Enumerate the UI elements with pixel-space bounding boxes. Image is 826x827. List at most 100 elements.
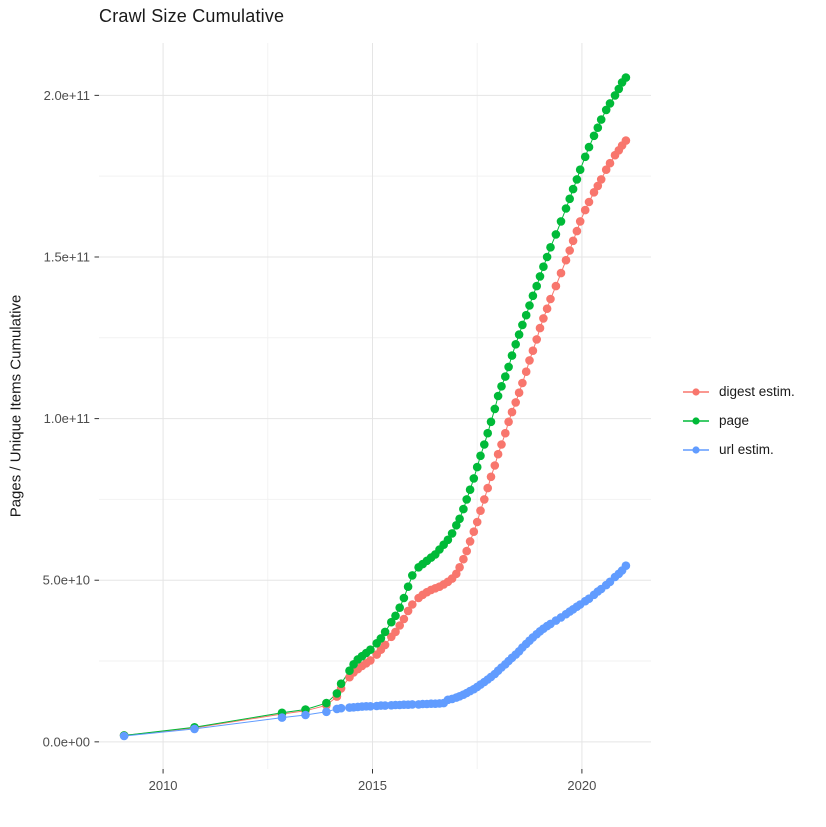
data-point bbox=[546, 243, 555, 252]
data-point bbox=[507, 351, 517, 360]
data-point bbox=[504, 417, 513, 427]
data-point bbox=[542, 304, 552, 314]
data-point bbox=[486, 472, 496, 482]
gridlines-minor bbox=[99, 43, 651, 769]
data-point bbox=[514, 388, 524, 398]
data-point bbox=[322, 698, 331, 708]
y-tick-label: 1.0e+11 bbox=[44, 411, 90, 426]
data-point bbox=[472, 462, 482, 472]
x-tick-label: 2010 bbox=[149, 778, 178, 793]
data-point bbox=[366, 645, 375, 654]
chart-title: Crawl Size Cumulative bbox=[99, 6, 285, 26]
data-point bbox=[490, 404, 500, 414]
y-tick-label: 1.5e+11 bbox=[44, 249, 90, 264]
data-point bbox=[539, 314, 548, 323]
data-point bbox=[493, 391, 503, 401]
data-point bbox=[459, 504, 468, 514]
legend-key-page-icon bbox=[683, 416, 709, 425]
data-point bbox=[483, 428, 493, 438]
data-point bbox=[525, 301, 534, 310]
data-point bbox=[408, 700, 417, 709]
data-point bbox=[521, 310, 531, 320]
data-point bbox=[501, 372, 510, 381]
data-point bbox=[501, 428, 510, 438]
data-point bbox=[452, 569, 461, 579]
data-point bbox=[528, 291, 538, 301]
data-point bbox=[472, 517, 482, 527]
data-point bbox=[621, 561, 631, 570]
data-point bbox=[366, 656, 375, 665]
data-point bbox=[584, 142, 594, 152]
data-point bbox=[561, 204, 571, 213]
data-point bbox=[584, 197, 594, 207]
data-point bbox=[190, 724, 199, 734]
data-point bbox=[546, 294, 555, 304]
data-point bbox=[493, 449, 503, 459]
axis-tick-labels: 2010 2015 2020 0.0e+00 5.0e+10 1.0e+11 1.5e+11… bbox=[43, 88, 597, 793]
data-point bbox=[462, 495, 472, 504]
data-point bbox=[589, 131, 599, 141]
legend-item-url: url estim. bbox=[683, 435, 795, 464]
data-point bbox=[535, 323, 545, 333]
data-point bbox=[301, 710, 310, 720]
data-point bbox=[497, 440, 506, 449]
data-point bbox=[399, 614, 409, 624]
data-point bbox=[580, 205, 590, 215]
data-point bbox=[601, 105, 611, 115]
series-points-digest-estim- bbox=[119, 136, 631, 740]
data-point bbox=[621, 136, 631, 145]
data-point bbox=[518, 378, 527, 388]
data-point bbox=[455, 514, 464, 524]
data-point bbox=[575, 165, 585, 174]
legend-label-digest: digest estim. bbox=[719, 384, 795, 399]
data-point bbox=[528, 346, 538, 356]
data-point bbox=[605, 99, 615, 108]
data-point bbox=[480, 495, 489, 504]
data-point bbox=[395, 621, 405, 630]
data-point bbox=[380, 627, 390, 637]
data-point bbox=[601, 165, 611, 174]
gridlines-major bbox=[99, 43, 651, 769]
legend-key-url-icon bbox=[683, 445, 709, 454]
data-point bbox=[322, 707, 331, 717]
y-tick-label: 5.0e+10 bbox=[43, 573, 90, 588]
data-point bbox=[518, 320, 527, 330]
data-point bbox=[572, 226, 582, 236]
data-point bbox=[568, 184, 578, 194]
data-point bbox=[539, 262, 548, 272]
data-point bbox=[504, 362, 513, 372]
data-point bbox=[511, 398, 520, 407]
data-point bbox=[565, 194, 574, 204]
data-point bbox=[551, 281, 561, 291]
data-point bbox=[345, 666, 354, 675]
data-point bbox=[408, 571, 417, 580]
data-point bbox=[621, 73, 631, 82]
data-point bbox=[366, 702, 375, 711]
data-point bbox=[380, 701, 390, 710]
data-point bbox=[408, 600, 417, 609]
y-tick-label: 2.0e+11 bbox=[44, 88, 90, 103]
data-point bbox=[380, 640, 390, 650]
data-point bbox=[596, 115, 606, 124]
data-point bbox=[403, 582, 413, 591]
data-point bbox=[376, 634, 386, 643]
x-tick-label: 2020 bbox=[567, 778, 596, 793]
series-points-page bbox=[119, 73, 631, 740]
data-point bbox=[490, 461, 500, 470]
legend-label-url: url estim. bbox=[719, 442, 774, 457]
data-point bbox=[605, 158, 615, 168]
data-point bbox=[551, 230, 561, 239]
legend-item-page: page bbox=[683, 406, 795, 435]
data-point bbox=[277, 713, 287, 722]
data-point bbox=[486, 417, 496, 427]
data-point bbox=[565, 246, 574, 255]
data-point bbox=[542, 252, 552, 262]
data-point bbox=[480, 440, 489, 449]
data-point bbox=[556, 217, 566, 226]
data-point bbox=[399, 593, 409, 603]
data-point bbox=[395, 603, 405, 612]
data-point bbox=[476, 506, 485, 515]
data-point bbox=[455, 563, 464, 572]
data-point bbox=[610, 91, 620, 100]
